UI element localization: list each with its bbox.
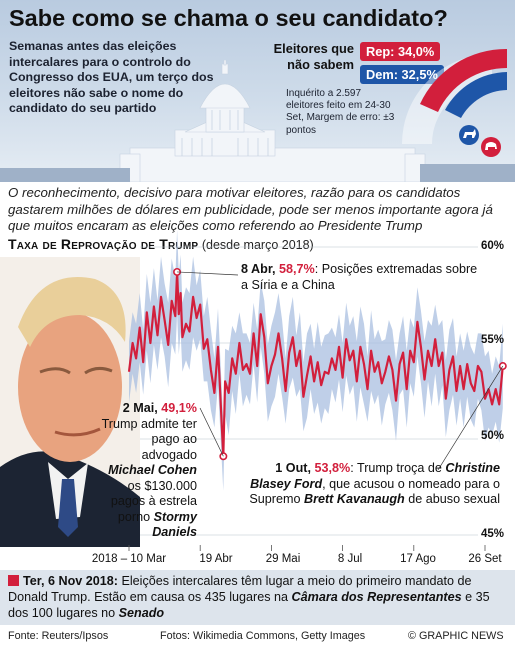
header-panel: Sabe como se chama o seu candidato? Sema… [0,0,515,182]
red-square-icon [8,575,19,586]
annotation-oct: 1 Out, 53,8%: Trump troça de Christine B… [238,461,500,508]
credits-bar: Fonte: Reuters/Ipsos Fotos: Wikimedia Co… [0,626,515,647]
footer-date: Ter, 6 Nov 2018: [23,574,118,588]
voters-label-line1: Eleitores que [273,41,354,56]
footer-body: e 35 dos 100 lugares no [8,589,490,620]
dem-badge: Dem: 32,5% [360,65,444,84]
annotation-text: : Posições extremadas sobre a Síria e a … [241,262,478,292]
x-tick-label: 17 Ago [400,553,436,565]
rep-badge: Rep: 34,0% [360,42,441,61]
brand-credit: © GRAPHIC NEWS [408,630,504,642]
footer-emphasis: Câmara dos Representantes [291,589,462,604]
footer-body: Eleições intercalares têm lugar a meio d… [8,574,472,604]
trump-photo [0,257,140,547]
y-tick-label: 45% [481,528,505,540]
y-tick-label: 55% [481,334,505,346]
page-title: Sabe como se chama o seu candidato? [9,5,448,31]
source-credit: Fonte: Reuters/Ipsos [8,630,109,642]
annotation-text: : Trump troça de [350,461,442,475]
disapproval-line [127,270,504,458]
x-tick-label: 2018 – 10 Mar [91,553,167,565]
annotation-emphasis: Christine Blasey Ford [250,461,500,491]
donut-dem-segment [445,72,507,118]
intro-text: Semanas antes das eleições intercalares … [9,39,214,116]
donut-rep-segment [420,48,507,112]
highlight-markers [173,267,507,471]
annotation-value: 53,8% [314,461,351,475]
photo-credit: Fotos: Wikimedia Commons, Getty Images [160,630,366,642]
donkey-icon [459,125,479,145]
voters-label-line2: não sabem [287,57,354,72]
annotation-apr: 8 Abr, 58,7%: Posições extremadas sobre … [241,262,481,293]
footer-emphasis: Senado [118,605,165,620]
annotation-leader [437,365,504,471]
capitol-illustration [0,60,515,182]
x-tick-label: 26 Set [468,553,502,565]
annotation-value: 58,7% [279,262,315,276]
annotation-emphasis: Brett Kavanaugh [303,492,405,506]
x-tick-label: 19 Abr [199,553,233,565]
annotation-leader [177,271,239,276]
annotation-date: 8 Abr, [241,262,276,276]
chart-title-sub: (desde março 2018) [201,238,314,252]
annotation-text: os $130.000 pagos à estrela porno [110,478,197,524]
annotation-date: 1 Out, [275,461,311,475]
x-tick-label: 8 Jul [337,553,363,565]
annotation-value: 49,1% [161,401,197,415]
annotation-emphasis: Stormy Daniels [152,509,197,540]
x-tick-label: 29 Mai [265,553,301,565]
footer-panel [0,570,515,625]
elephant-icon [481,137,501,157]
voters-donut [402,48,507,157]
annotation-date: 2 Mai, [122,401,158,415]
survey-note: Inquérito a 2.597 eleitores feito em 24-… [286,88,395,136]
y-tick-label: 60% [481,240,505,252]
annotation-emphasis: Michael Cohen [108,463,197,477]
subtitle: O reconhecimento, decisivo para motivar … [8,185,493,233]
chart-title: Taxa de Reprovação de Trump (desde março… [8,236,314,252]
annotation-may: 2 Mai, 49,1% Trump admite ter pago ao ad… [97,401,197,541]
footer-text: Ter, 6 Nov 2018: Eleições intercalares t… [8,574,508,621]
voters-label: Eleitores que não sabem [254,41,354,73]
highlight-point [498,362,507,371]
annotation-text: Trump admite ter pago ao advogado [101,416,197,462]
y-tick-label: 50% [481,430,505,442]
chart-title-main: Taxa de Reprovação de Trump [8,236,199,252]
annotation-text: , que acusou o nomeado para o Supremo [249,476,500,507]
annotation-leader [199,407,224,457]
annotation-text: de abuso sexual [408,492,500,506]
